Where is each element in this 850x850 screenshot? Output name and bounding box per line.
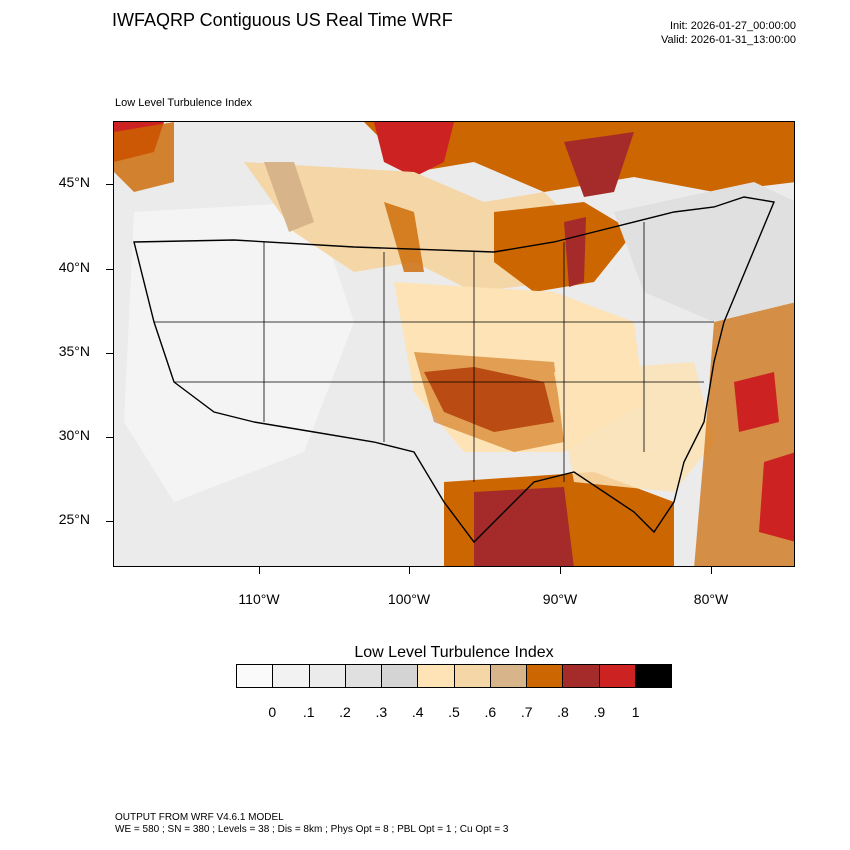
field-lake-michigan-red (564, 217, 586, 287)
lat-tick-25 (106, 521, 113, 522)
lon-tick-110 (259, 567, 260, 574)
field-nw-orange (114, 122, 174, 192)
model-info-line-2: WE = 580 ; SN = 380 ; Levels = 38 ; Dis … (115, 824, 509, 835)
legend-swatch (454, 665, 491, 687)
page-title: IWFAQRP Contiguous US Real Time WRF (112, 10, 453, 30)
legend-title: Low Level Turbulence Index (354, 644, 554, 661)
lat-tick-30 (106, 437, 113, 438)
legend-swatch (563, 665, 600, 687)
field-west-light (124, 202, 354, 502)
legend-tick-label: .9 (593, 704, 606, 720)
legend-swatch (309, 665, 346, 687)
legend-tick-label: .2 (339, 704, 351, 720)
us-border-outline (133, 196, 775, 544)
legend-swatch (490, 665, 527, 687)
legend-swatch (635, 665, 671, 687)
field-atlantic-red-1 (734, 372, 779, 432)
lon-label-90: 90°W (542, 591, 578, 607)
legend-swatch (527, 665, 564, 687)
legend-swatch (273, 665, 310, 687)
lat-label-25: 25°N (58, 511, 90, 527)
lat-label-30: 30°N (58, 427, 90, 443)
field-atlantic-red-2 (759, 452, 794, 542)
legend-tick-label: .3 (375, 704, 388, 720)
lat-label-45: 45°N (58, 174, 90, 190)
legend-swatch (599, 665, 636, 687)
lon-label-80: 80°W (693, 591, 729, 607)
turbulence-map (114, 122, 794, 566)
field-canada-red-1 (374, 122, 454, 177)
lat-tick-45 (106, 184, 113, 185)
legend-swatch (382, 665, 419, 687)
lon-label-100: 100°W (387, 591, 431, 607)
lon-tick-100 (409, 567, 410, 574)
field-northeast-grey (614, 182, 794, 322)
legend-tick-label: .6 (484, 704, 497, 720)
lon-label-110: 110°W (238, 591, 280, 607)
legend-tick-label: .8 (557, 704, 569, 720)
legend-tick-label: .7 (520, 704, 533, 720)
lon-tick-80 (711, 567, 712, 574)
legend-swatch (418, 665, 455, 687)
lat-tick-40 (106, 269, 113, 270)
field-rockies-1 (264, 162, 314, 232)
field-canada-red-2 (564, 132, 634, 197)
field-rockies-2 (384, 202, 424, 272)
legend-tick-label: .5 (448, 704, 460, 720)
field-texas-orange (414, 352, 564, 452)
legend-tick-label: .4 (411, 704, 424, 720)
color-legend (236, 664, 672, 688)
lon-tick-90 (560, 567, 561, 574)
init-time: Init: 2026-01-27_00:00:00 (670, 20, 796, 32)
legend-tick-label: .1 (302, 704, 315, 720)
model-info-line-1: OUTPUT FROM WRF V4.6.1 MODEL (115, 812, 284, 823)
map-panel (113, 121, 795, 567)
legend-tick-label: 0 (268, 704, 277, 720)
field-gulf-red (474, 487, 574, 566)
legend-swatch (345, 665, 382, 687)
legend-swatch (237, 665, 274, 687)
map-subtitle: Low Level Turbulence Index (115, 97, 252, 109)
lat-label-35: 35°N (58, 343, 90, 359)
field-southeast-beige (554, 362, 714, 492)
legend-tick-label: 1 (631, 704, 640, 720)
state-lines (154, 222, 714, 482)
lat-tick-35 (106, 353, 113, 354)
lat-label-40: 40°N (58, 259, 90, 275)
valid-time: Valid: 2026-01-31_13:00:00 (661, 34, 796, 46)
